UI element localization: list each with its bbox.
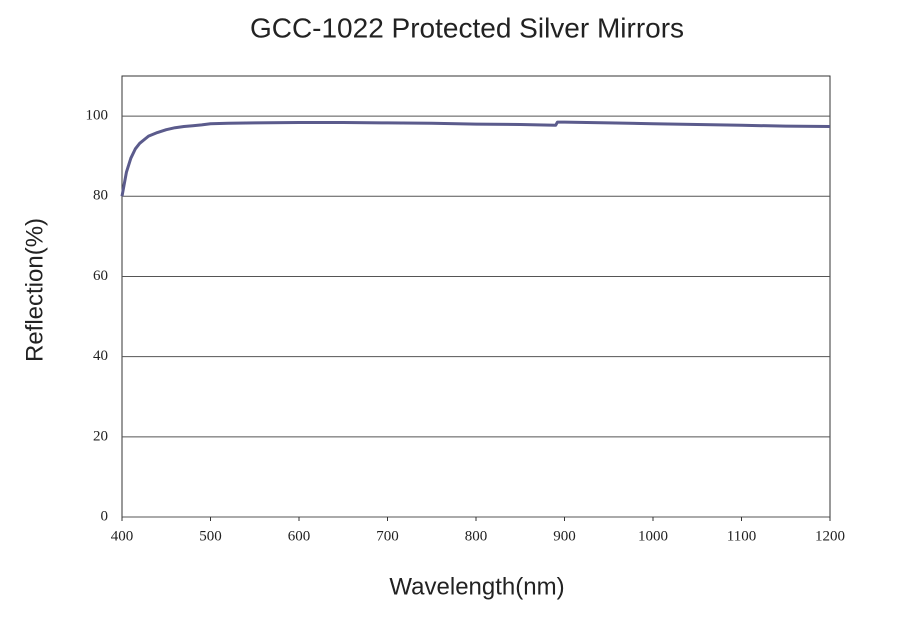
- y-tick-label: 20: [93, 428, 108, 444]
- x-tick-label: 800: [465, 528, 488, 544]
- x-tick-label: 700: [376, 528, 399, 544]
- y-axis-label: Reflection(%): [21, 218, 48, 362]
- y-tick-label: 80: [93, 188, 108, 204]
- x-tick-label: 1100: [727, 528, 756, 544]
- chart-title: GCC-1022 Protected Silver Mirrors: [250, 12, 684, 43]
- data-line: [120, 120, 831, 197]
- x-tick-label: 900: [553, 528, 576, 544]
- plot-frame: [121, 75, 831, 518]
- y-tick-label: 60: [93, 268, 108, 284]
- y-tick-label: 0: [101, 508, 109, 524]
- x-tick-label: 500: [199, 528, 222, 544]
- y-tick-label: 40: [93, 348, 108, 364]
- x-tick-label: 1000: [638, 528, 668, 544]
- x-tick-label: 1200: [815, 528, 845, 544]
- x-tick-label: 600: [288, 528, 311, 544]
- x-tick-label: 400: [111, 528, 134, 544]
- x-axis-label: Wavelength(nm): [389, 573, 564, 600]
- y-tick-label: 100: [86, 108, 109, 124]
